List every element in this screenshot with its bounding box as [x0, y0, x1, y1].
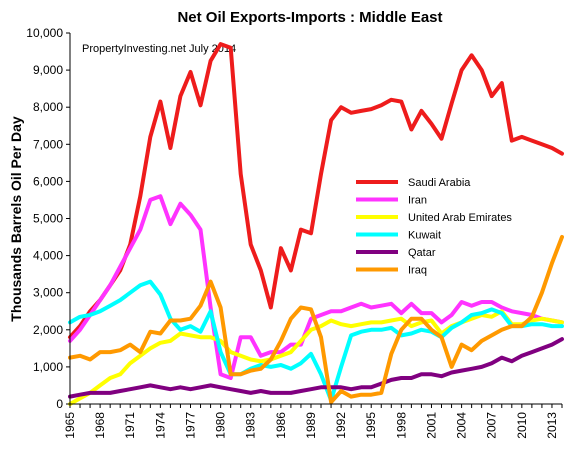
x-tick-label: 1968 [93, 412, 107, 439]
x-tick-label: 1986 [274, 412, 288, 439]
x-tick-label: 2010 [515, 412, 529, 439]
series-line-iraq [68, 235, 564, 405]
x-tick-label: 2013 [545, 412, 559, 439]
x-tick-label: 1989 [304, 412, 318, 439]
x-tick-label: 1998 [394, 412, 408, 439]
source-annotation: PropertyInvesting.net July 2014 [82, 43, 236, 55]
series-line-kuwait [68, 279, 564, 403]
y-tick-label: 1,000 [33, 360, 63, 374]
y-tick-label: 5,000 [33, 212, 63, 226]
x-tick-label: 1992 [334, 412, 348, 439]
y-tick-label: 7,000 [33, 137, 63, 151]
y-tick-label: 9,000 [33, 63, 63, 77]
series-layer [68, 42, 564, 406]
legend-label-kuwait: Kuwait [408, 230, 441, 242]
x-tick-label: 1965 [63, 412, 77, 439]
x-tick-label: 2001 [424, 412, 438, 439]
legend-label-united-arab-emirates: United Arab Emirates [408, 212, 512, 224]
x-tick-label: 1977 [183, 412, 197, 439]
x-tick-label: 1980 [214, 412, 228, 439]
legend-label-saudi-arabia: Saudi Arabia [408, 177, 471, 189]
y-axis-title: Thousands Barrels Oil Per Day [8, 116, 24, 322]
y-tick-label: 8,000 [33, 100, 63, 114]
x-tick-label: 1971 [123, 412, 137, 439]
x-tick-label: 1983 [244, 412, 258, 439]
y-tick-label: 6,000 [33, 174, 63, 188]
legend: Saudi Arabia Iran United Arab Emirates Kuwa… [356, 177, 512, 277]
x-tick-label: 1995 [364, 412, 378, 439]
legend-label-qatar: Qatar [408, 247, 436, 259]
y-tick-label: 3,000 [33, 286, 63, 300]
y-tick-label: 10,000 [26, 26, 63, 40]
chart-title: Net Oil Exports-Imports : Middle East [177, 9, 442, 26]
axes-layer: 0 1,000 2,000 3,000 4,000 5,000 6,000 7,000 8,00… [26, 26, 563, 439]
series-line-iran [68, 194, 564, 380]
series-line-saudi-arabia [68, 42, 564, 340]
x-tick-label: 1974 [153, 412, 167, 439]
y-tick-label: 0 [56, 397, 63, 411]
x-tick-label: 2007 [485, 412, 499, 439]
y-tick-label: 2,000 [33, 323, 63, 337]
legend-label-iraq: Iraq [408, 265, 427, 277]
y-tick-label: 4,000 [33, 249, 63, 263]
series-line-qatar [68, 337, 564, 399]
legend-label-iran: Iran [408, 195, 427, 207]
x-tick-label: 2004 [455, 412, 469, 439]
